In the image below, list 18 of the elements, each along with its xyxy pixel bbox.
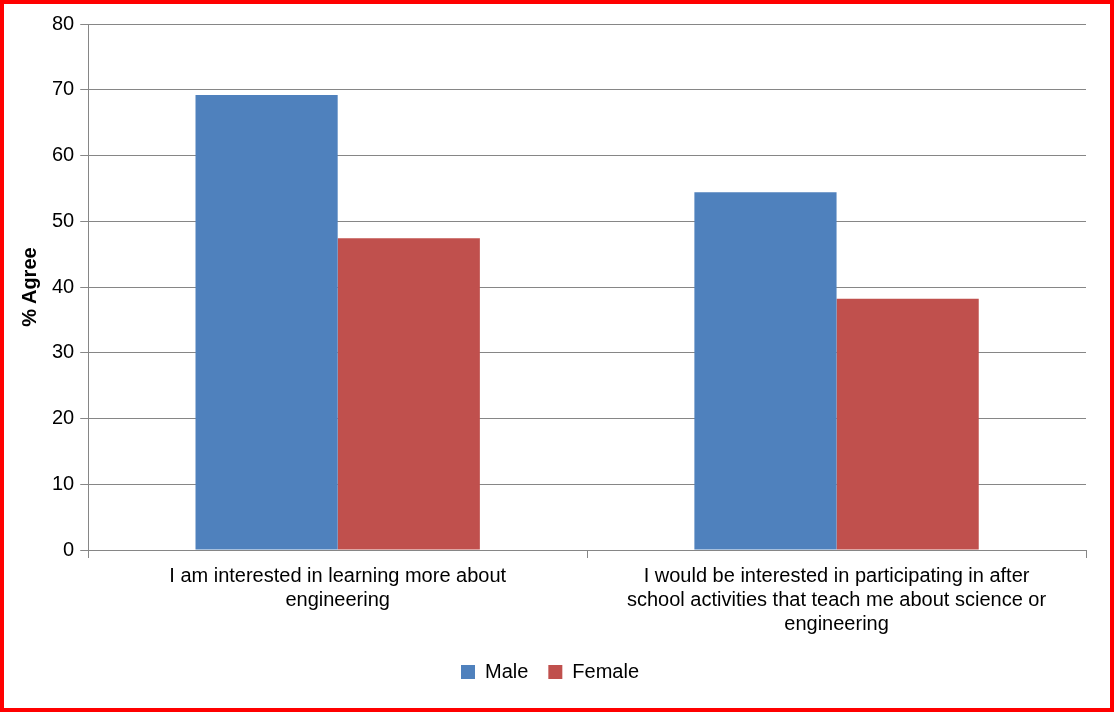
legend-label: Male: [484, 659, 529, 682]
y-tick-label: 40: [52, 274, 75, 297]
y-tick-label: 0: [63, 537, 75, 560]
y-tick-label: 20: [52, 406, 75, 429]
y-tick-label: 80: [52, 11, 75, 34]
y-tick-label: 70: [52, 77, 75, 100]
x-tick-label: I would be interested in participating in after school activities that teach me about science or engineering: [627, 563, 1047, 634]
bar: [195, 95, 338, 550]
bar: [836, 298, 979, 550]
y-axis-title: % Agree: [17, 247, 40, 327]
y-tick-label: 50: [52, 208, 75, 231]
y-tick-label: 30: [52, 340, 75, 363]
y-tick-label: 60: [52, 143, 75, 166]
bar: [337, 238, 480, 550]
x-tick-label: I am interested in learning more about engineering: [169, 563, 507, 610]
bar: [694, 192, 837, 550]
y-tick-label: 10: [52, 471, 75, 494]
legend-label: Female: [572, 659, 640, 682]
